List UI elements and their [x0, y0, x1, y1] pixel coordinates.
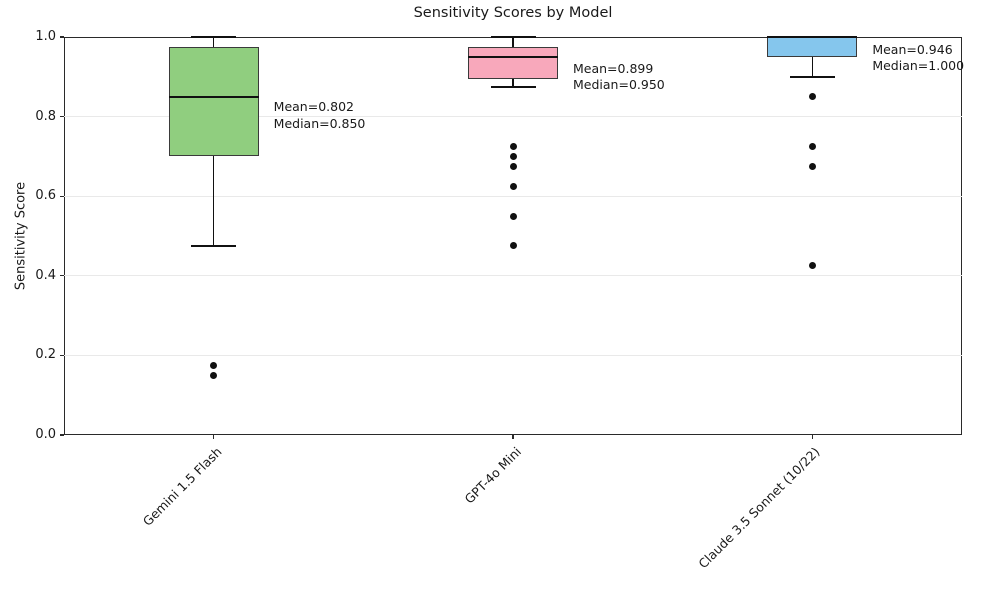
outlier-point	[509, 142, 517, 150]
outlier-point	[509, 182, 517, 190]
x-tick-mark	[512, 435, 514, 439]
median-line	[468, 56, 558, 58]
outlier-point	[808, 162, 816, 170]
x-tick-label: GPT-4o Mini	[461, 444, 524, 507]
whisker-cap-lower	[191, 245, 237, 247]
x-tick-label: Claude 3.5 Sonnet (10/22)	[695, 444, 823, 572]
box-claude-3-5-sonnet-10-22-	[767, 37, 858, 57]
y-gridline	[64, 354, 962, 356]
outlier-point	[210, 361, 218, 369]
y-tick-label: 0.0	[35, 427, 56, 442]
y-gridline	[64, 116, 962, 118]
stats-annotation-line: Mean=0.946	[872, 41, 953, 57]
whisker-cap-upper	[191, 36, 237, 38]
outlier-point	[808, 93, 816, 101]
outlier-point	[509, 242, 517, 250]
y-tick-label: 0.6	[35, 188, 56, 204]
outlier-point	[808, 142, 816, 150]
outlier-point	[509, 152, 517, 160]
outlier-point	[509, 162, 517, 170]
y-tick-label: 0.2	[35, 347, 56, 363]
whisker-line-upper	[512, 37, 514, 47]
y-tick-mark	[60, 275, 64, 277]
outlier-point	[808, 262, 816, 270]
whisker-cap-lower	[789, 76, 835, 78]
stats-annotation-line: Median=0.850	[273, 115, 366, 131]
whisker-line-upper	[212, 37, 215, 47]
stats-annotation: Mean=0.946 Median=1.000	[872, 42, 964, 75]
y-tick-mark	[60, 195, 64, 197]
box-gpt-4o-mini	[468, 46, 558, 79]
stats-annotation: Mean=0.899 Median=0.950	[573, 61, 665, 94]
y-tick-mark	[60, 354, 64, 356]
x-tick-mark	[811, 435, 813, 439]
y-gridline	[64, 275, 962, 277]
outlier-point	[509, 212, 517, 220]
stats-annotation-line: Median=0.950	[573, 77, 665, 93]
stats-annotation-line: Mean=0.899	[573, 60, 654, 76]
y-tick-label: 1.0	[35, 29, 56, 44]
whisker-line-lower	[512, 78, 514, 87]
whisker-cap-upper	[490, 36, 536, 38]
y-gridline	[64, 195, 962, 197]
outlier-point	[210, 371, 218, 379]
stats-annotation: Mean=0.802 Median=0.850	[274, 99, 366, 132]
median-line	[168, 95, 259, 98]
median-line	[767, 36, 858, 38]
x-tick-label: Gemini 1.5 Flash	[139, 444, 225, 529]
x-tick-mark	[213, 435, 215, 439]
y-tick-label: 0.8	[35, 108, 56, 124]
y-tick-mark	[60, 36, 64, 38]
chart-title: Sensitivity Scores by Model	[413, 5, 613, 21]
whisker-cap-lower	[490, 86, 536, 88]
whisker-line-lower	[212, 156, 215, 246]
y-tick-label: 0.4	[35, 267, 56, 283]
y-tick-mark	[60, 434, 64, 436]
stats-annotation-line: Median=1.000	[872, 58, 965, 74]
y-tick-mark	[60, 116, 64, 118]
whisker-line-lower	[811, 56, 814, 77]
stats-annotation-line: Mean=0.802	[273, 99, 354, 115]
box-gemini-1-5-flash	[168, 46, 259, 157]
